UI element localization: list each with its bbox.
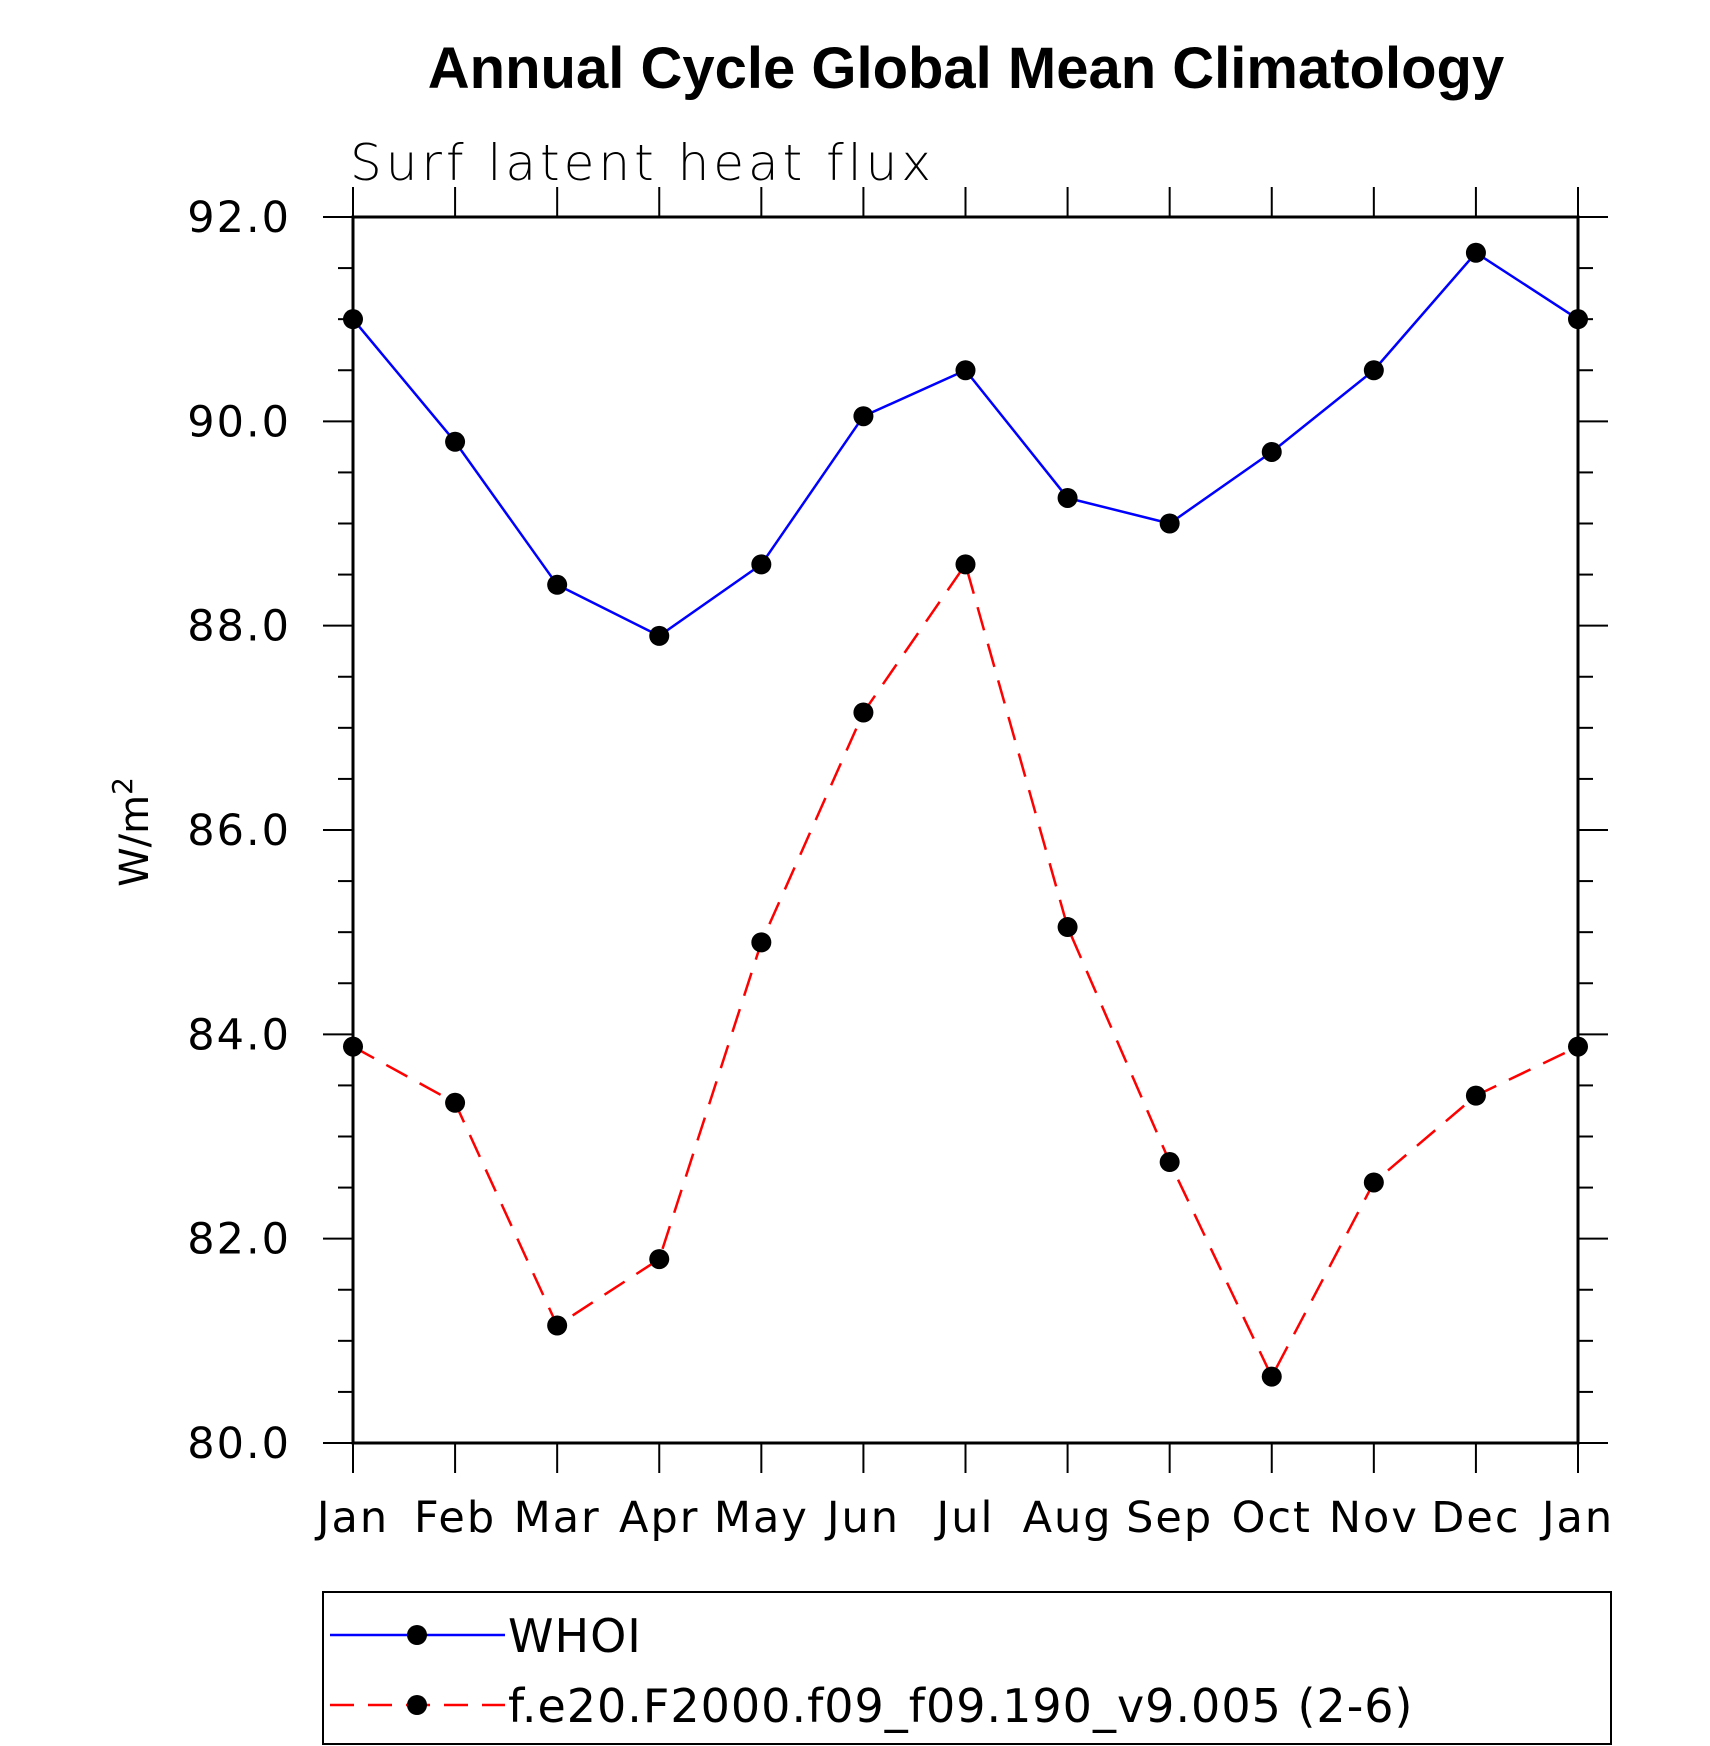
x-tick-label: Jan xyxy=(1539,1493,1614,1543)
y-axis-label-superscript: 2 xyxy=(106,777,139,795)
x-tick-label: Feb xyxy=(414,1493,496,1543)
y-axis-label: W/m2 xyxy=(106,777,158,887)
legend: WHOI f.e20.F2000.f09_f09.190_v9.005 (2-6) xyxy=(322,1591,1612,1745)
data-point xyxy=(1057,487,1078,508)
data-point xyxy=(343,1036,363,1057)
chart-title: Annual Cycle Global Mean Climatology xyxy=(428,36,1504,101)
data-point xyxy=(955,554,976,575)
data-point xyxy=(445,431,466,452)
x-tick-label: Mar xyxy=(514,1493,601,1543)
data-point xyxy=(547,1315,568,1336)
data-point xyxy=(1057,917,1078,938)
y-axis: 80.0 82.0 84.0 86.0 88.0 90.0 92.0 xyxy=(187,193,1608,1469)
y-tick-label: 84.0 xyxy=(187,1010,291,1060)
legend-marker xyxy=(407,1625,427,1645)
series-group xyxy=(343,242,1588,1387)
y-tick-label: 88.0 xyxy=(187,602,291,652)
x-tick-label: May xyxy=(714,1493,809,1543)
data-point xyxy=(1465,1085,1486,1106)
x-tick-label: Aug xyxy=(1023,1493,1113,1543)
y-axis-label-text: W/m xyxy=(112,795,158,887)
x-tick-label: Nov xyxy=(1329,1493,1419,1543)
x-tick-label: Dec xyxy=(1431,1493,1520,1543)
data-point xyxy=(1465,242,1486,263)
data-point xyxy=(445,1092,466,1113)
data-point xyxy=(751,554,772,575)
data-point xyxy=(955,360,976,381)
data-point xyxy=(649,625,670,646)
series-line xyxy=(352,251,1579,638)
data-point xyxy=(1261,441,1282,462)
data-point xyxy=(1159,1152,1180,1173)
x-tick-label: Jun xyxy=(824,1493,900,1543)
x-tick-label: Jan xyxy=(314,1493,389,1543)
data-point xyxy=(547,574,568,595)
data-point xyxy=(853,406,874,427)
y-tick-label: 82.0 xyxy=(187,1215,291,1265)
data-point xyxy=(343,309,363,330)
chart-subtitle: Surf latent heat flux xyxy=(350,134,935,192)
y-tick-label: 92.0 xyxy=(187,193,291,243)
x-tick-label: Jul xyxy=(934,1493,995,1543)
legend-box xyxy=(322,1591,1612,1745)
data-point xyxy=(1363,360,1384,381)
series-line xyxy=(352,561,1579,1380)
x-axis: Jan Feb Mar Apr May Jun Jul Aug Sep Oct Nov Dec Jan xyxy=(314,187,1614,1543)
x-tick-label: Oct xyxy=(1232,1493,1312,1543)
data-point xyxy=(1568,309,1588,330)
x-tick-label: Sep xyxy=(1126,1493,1213,1543)
data-point xyxy=(1363,1172,1384,1193)
data-point xyxy=(1159,513,1180,534)
y-tick-label: 86.0 xyxy=(187,806,291,856)
y-tick-label: 80.0 xyxy=(187,1419,291,1469)
legend-label: f.e20.F2000.f09_f09.190_v9.005 (2-6) xyxy=(508,1679,1414,1733)
legend-marker xyxy=(407,1695,427,1715)
data-point xyxy=(649,1249,670,1270)
data-point xyxy=(853,702,874,723)
y-tick-label: 90.0 xyxy=(187,397,291,447)
data-point xyxy=(1261,1366,1282,1387)
data-point xyxy=(1568,1036,1588,1057)
legend-label: WHOI xyxy=(508,1609,642,1663)
plot-border xyxy=(351,215,1580,1445)
x-tick-label: Apr xyxy=(619,1493,699,1543)
plot-frame xyxy=(351,215,1580,1445)
data-point xyxy=(751,932,772,953)
